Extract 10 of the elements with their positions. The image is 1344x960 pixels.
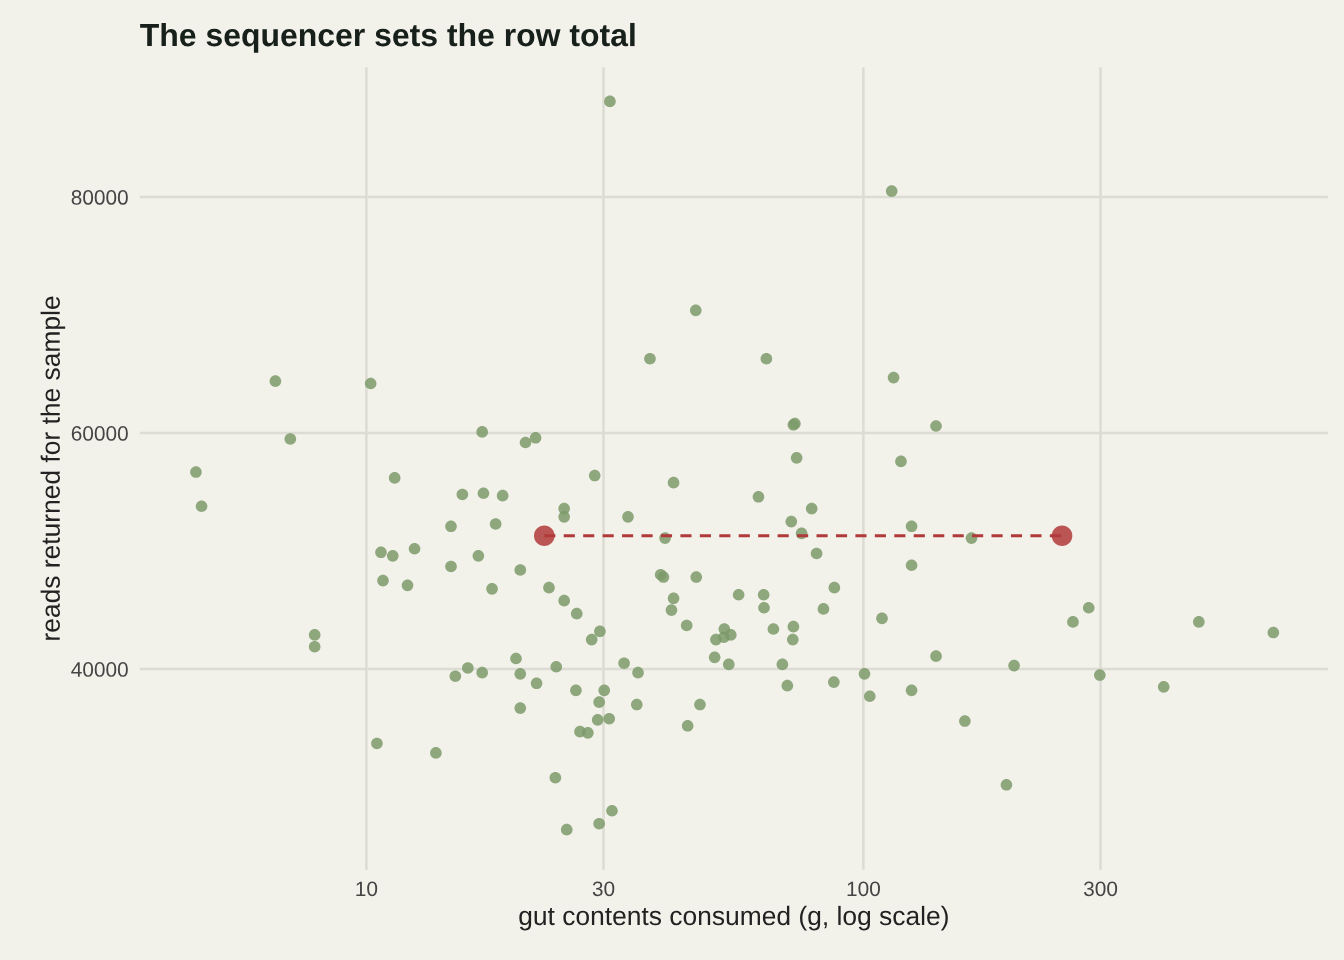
x-tick-label: 100 xyxy=(847,881,880,897)
x-tick-label: 300 xyxy=(1083,881,1118,897)
x-tick-label: 10 xyxy=(356,881,378,897)
y-axis-title: reads returned for the sample xyxy=(40,296,66,640)
y-tick-label: 40000 xyxy=(71,662,128,677)
x-tick-label: 30 xyxy=(592,881,615,897)
chart-title: The sequencer sets the row total xyxy=(140,22,635,53)
x-axis-title: gut contents consumed (g, log scale) xyxy=(519,905,948,931)
y-tick-label: 80000 xyxy=(71,190,128,205)
y-tick-label: 60000 xyxy=(71,426,128,441)
